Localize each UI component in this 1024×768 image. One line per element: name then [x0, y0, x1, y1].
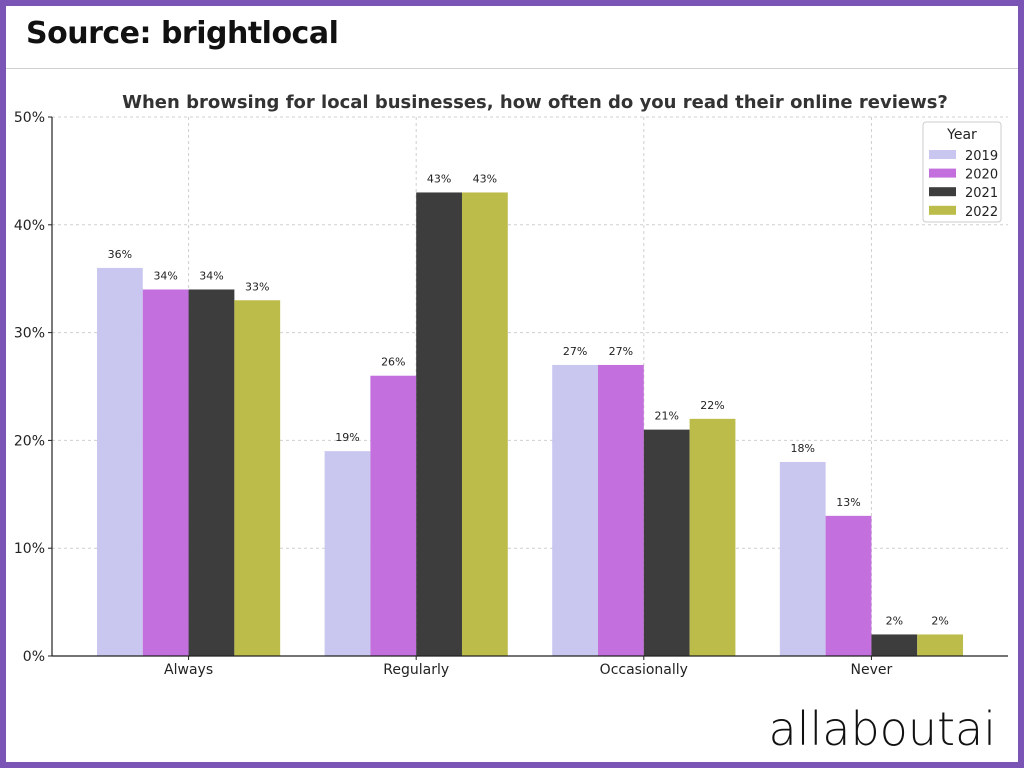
bar: [188, 289, 235, 656]
data-label: 21%: [654, 410, 678, 423]
data-label: 22%: [700, 399, 724, 412]
bar: [96, 267, 143, 656]
legend-label: 2021: [965, 186, 998, 201]
legend-swatch: [929, 187, 956, 197]
data-label: 43%: [473, 172, 497, 185]
bar: [461, 192, 508, 656]
bar: [779, 461, 826, 656]
bars: [96, 192, 964, 656]
bar: [552, 364, 599, 656]
data-label: 19%: [335, 431, 359, 444]
data-label: 34%: [153, 269, 177, 282]
chart-title: When browsing for local businesses, how …: [122, 92, 948, 113]
data-label: 34%: [199, 269, 223, 282]
legend-swatch: [929, 150, 956, 159]
data-label: 27%: [563, 345, 587, 358]
data-label: 2%: [886, 614, 903, 627]
header-divider: [6, 68, 1018, 69]
legend-label: 2020: [965, 168, 998, 183]
data-label: 18%: [791, 442, 815, 455]
data-label: 27%: [609, 345, 633, 358]
x-tick-label: Never: [851, 662, 893, 678]
data-label: 43%: [427, 172, 451, 185]
y-tick-label: 0%: [23, 649, 45, 665]
bar: [643, 429, 690, 656]
source-label: Source: brightlocal: [26, 16, 339, 51]
bar: [689, 418, 736, 656]
data-label: 2%: [931, 614, 948, 627]
legend-title: Year: [946, 127, 977, 143]
legend: Year 2019 2020 2021 2022: [922, 121, 1002, 223]
bar-chart: When browsing for local businesses, how …: [14, 92, 1008, 678]
data-label: 13%: [836, 496, 860, 509]
y-tick-label: 30%: [14, 326, 45, 342]
bar: [142, 289, 189, 656]
y-tick-label: 20%: [14, 433, 45, 449]
y-tick-label: 10%: [14, 541, 45, 557]
x-tick-label: Always: [164, 662, 213, 678]
data-label: 33%: [245, 280, 269, 293]
legend-label: 2019: [965, 149, 998, 164]
legend-swatch: [929, 205, 956, 215]
data-label: 26%: [381, 356, 405, 369]
data-labels: 36% 34% 34% 33% 19% 26% 43% 43% 27% 27% 21% 22% 18% 1…: [108, 172, 949, 627]
bar: [234, 300, 281, 656]
axes: 0% 10% 20% 30% 40% 50% Always Regularly Occasion…: [14, 110, 1008, 678]
bar: [598, 364, 644, 656]
data-label: 36%: [108, 248, 132, 261]
bar: [370, 375, 417, 656]
x-tick-label: Occasionally: [600, 662, 688, 678]
brand-logo: allaboutai: [768, 702, 996, 756]
bar: [917, 634, 964, 656]
legend-swatch: [929, 168, 956, 178]
y-tick-label: 40%: [14, 218, 45, 234]
bar: [416, 192, 462, 656]
infographic-frame: Source: brightlocal When browsing for lo…: [6, 6, 1018, 762]
legend-box: [922, 121, 1002, 223]
bar: [825, 515, 872, 656]
y-tick-label: 50%: [14, 110, 45, 126]
legend-label: 2022: [965, 205, 998, 220]
x-tick-label: Regularly: [383, 662, 449, 678]
bar: [871, 634, 918, 656]
bar: [324, 451, 371, 656]
